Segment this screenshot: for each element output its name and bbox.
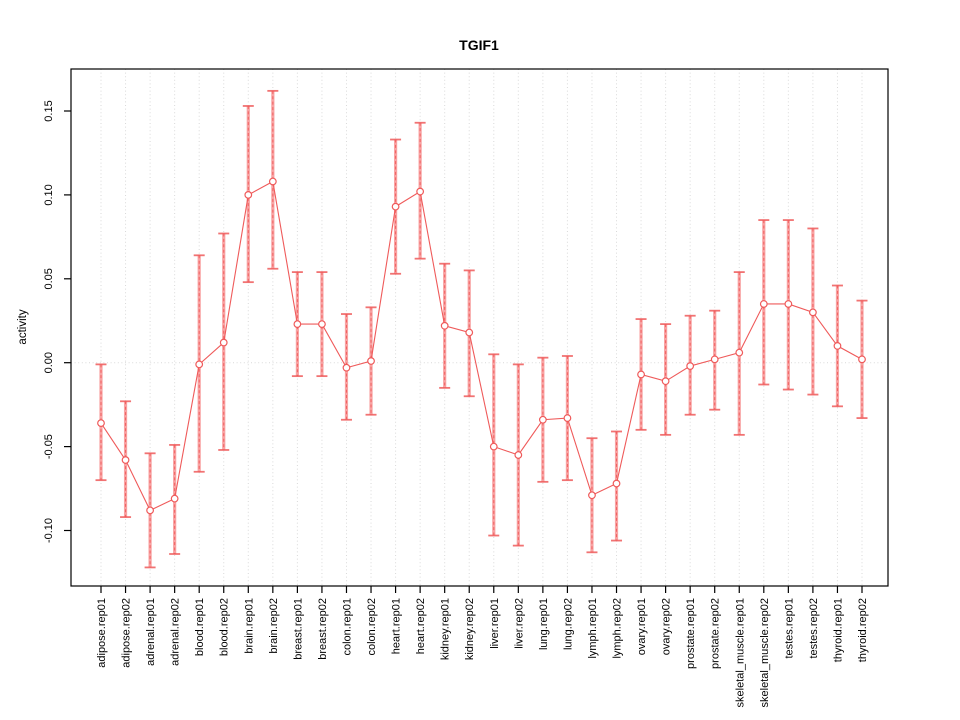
data-point (661, 377, 670, 386)
x-tick-label: adrenal.rep01 (145, 598, 157, 666)
x-tick-label: adipose.rep01 (96, 598, 108, 668)
x-tick-label: lung.rep01 (538, 598, 550, 650)
data-point (588, 491, 596, 500)
y-axis-label: activity (17, 309, 29, 344)
x-tick-label: brain.rep02 (268, 598, 280, 654)
x-tick-label: colon.rep02 (366, 598, 378, 656)
y-tick-label: -0.10 (43, 518, 55, 543)
data-point (244, 190, 253, 199)
data-point (538, 415, 547, 424)
data-point (97, 419, 105, 428)
data-point (489, 442, 498, 451)
series-line (100, 180, 863, 512)
data-point (195, 360, 204, 369)
data-point (146, 506, 154, 515)
data-point (858, 355, 866, 364)
x-tick-label: skeletal_muscle.rep02 (759, 598, 771, 707)
x-tick-label: kidney.rep01 (440, 598, 452, 660)
data-point (784, 300, 793, 308)
x-tick-label: kidney.rep02 (464, 598, 476, 660)
x-tick-label: colon.rep01 (341, 598, 353, 656)
data-point (759, 300, 768, 308)
plot-area: 0.15 0.10 0.05 0.00 -0.05 -0.10 adipose.rep01 a… (43, 68, 889, 707)
y-tick-label: 0.15 (43, 100, 55, 121)
x-tick-label: lymph.rep02 (612, 598, 624, 659)
data-point (710, 355, 719, 364)
data-point (318, 320, 326, 329)
data-point (342, 363, 351, 372)
data-point (268, 177, 277, 186)
plot-title: TGIF1 (459, 37, 499, 53)
x-tick-label: thyroid.rep01 (832, 598, 844, 662)
data-point (391, 202, 400, 211)
y-tick-label: 0.00 (43, 352, 55, 373)
x-tick-label: thyroid.rep02 (857, 598, 869, 662)
data-point (465, 328, 474, 337)
data-point (121, 456, 130, 464)
data-point (612, 479, 621, 488)
x-tick-label: blood.rep01 (194, 598, 206, 656)
x-tick-label: ovary.rep01 (636, 598, 648, 655)
x-tick-label: breast.rep02 (317, 598, 329, 660)
data-point (440, 321, 449, 330)
data-point (735, 348, 744, 357)
x-tick-label: liver.rep01 (489, 598, 501, 649)
x-tick-label: lymph.rep01 (587, 598, 599, 659)
data-point (416, 187, 425, 196)
data-point (219, 338, 228, 347)
data-point (170, 494, 179, 503)
x-tick-label: adrenal.rep02 (170, 598, 182, 666)
y-tick-label: 0.10 (43, 184, 55, 205)
x-tick-label: prostate.rep01 (685, 598, 697, 669)
x-tick-label: ovary.rep02 (661, 598, 673, 655)
data-point (637, 370, 645, 379)
data-point (563, 414, 572, 422)
data-point (809, 308, 817, 317)
x-tick-label: adipose.rep02 (121, 598, 133, 668)
x-tick-label: testes.rep01 (783, 598, 795, 659)
y-tick-label: 0.05 (43, 268, 55, 289)
x-tick-label: prostate.rep02 (710, 598, 722, 669)
data-point (293, 320, 302, 329)
data-point (367, 357, 375, 365)
x-tick-label: heart.rep01 (391, 598, 403, 654)
x-tick-label: skeletal_muscle.rep01 (734, 598, 746, 707)
x-tick-label: breast.rep01 (292, 598, 304, 660)
x-tick-label: liver.rep02 (513, 598, 525, 649)
x-tick-label: heart.rep02 (415, 598, 427, 654)
x-tick-label: blood.rep02 (219, 598, 231, 656)
y-tick-label: -0.05 (43, 434, 55, 459)
data-point (514, 451, 523, 459)
x-tick-label: testes.rep02 (808, 598, 820, 659)
data-point (833, 342, 842, 350)
plot-border (70, 68, 889, 587)
data-point (686, 362, 695, 370)
x-tick-label: lung.rep02 (562, 598, 574, 650)
x-tick-label: brain.rep01 (243, 598, 255, 654)
